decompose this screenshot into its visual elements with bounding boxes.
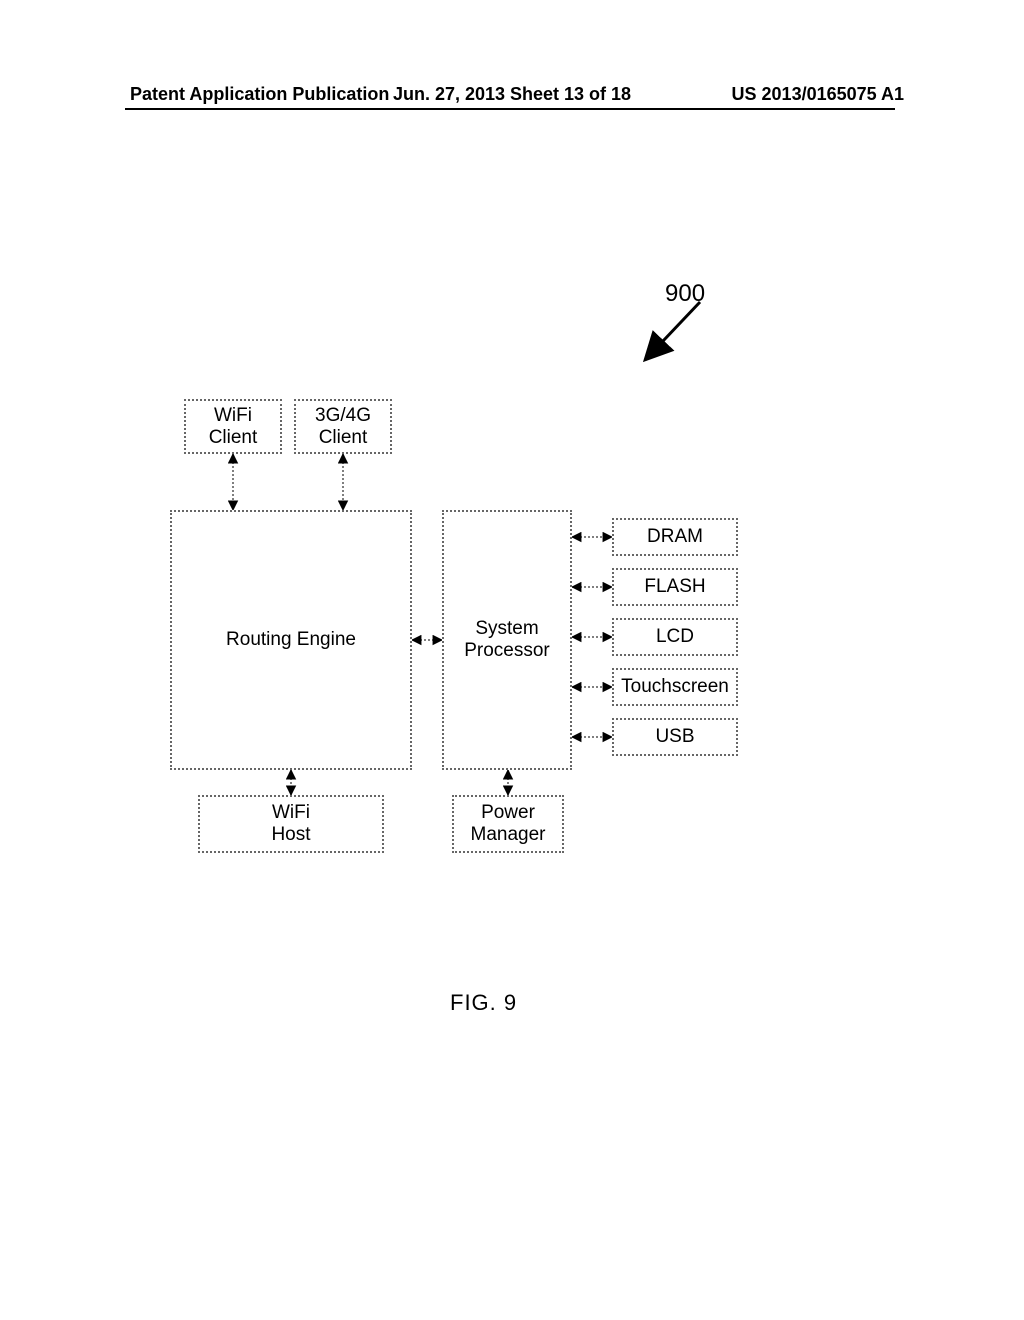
block-wifi-client: WiFiClient xyxy=(184,399,282,454)
figure-label: FIG. 9 xyxy=(450,990,517,1016)
block-touch: Touchscreen xyxy=(612,668,738,706)
block-dram: DRAM xyxy=(612,518,738,556)
block-usb: USB xyxy=(612,718,738,756)
block-wifi-host: WiFiHost xyxy=(198,795,384,853)
block-routing: Routing Engine xyxy=(170,510,412,770)
block-g3g4-client: 3G/4GClient xyxy=(294,399,392,454)
reference-number: 900 xyxy=(665,280,705,308)
block-sysproc: SystemProcessor xyxy=(442,510,572,770)
figure-canvas: 900 FIG. 9 WiFiClient3G/4GClient Routing … xyxy=(0,0,1024,1320)
block-power: PowerManager xyxy=(452,795,564,853)
block-flash: FLASH xyxy=(612,568,738,606)
block-lcd: LCD xyxy=(612,618,738,656)
